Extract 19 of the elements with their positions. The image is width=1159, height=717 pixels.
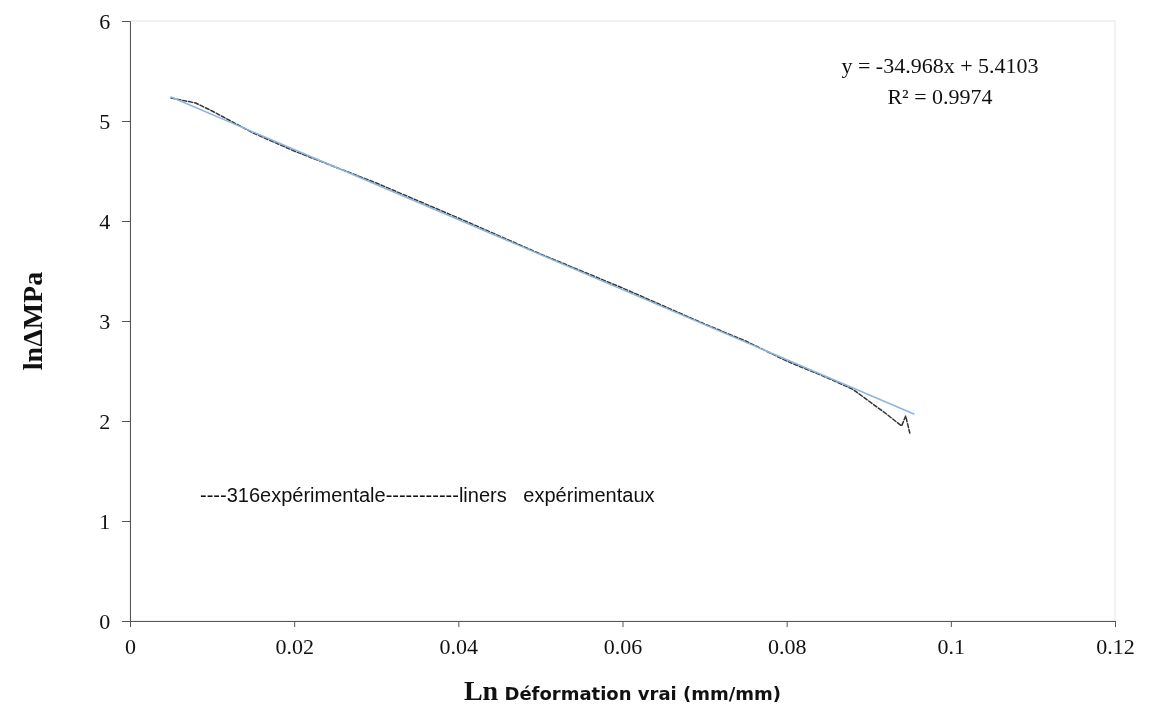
annotation: ----316expérimentale-----------liners expérimentaux (200, 484, 655, 506)
y-axis-title: lnΔMPa (17, 271, 48, 371)
y-tick-label: 3 (99, 308, 111, 334)
x-tick-label: 0.06 (603, 634, 643, 660)
x-axis-title: Ln Déformation vrai (mm/mm) (463, 675, 782, 706)
x-tick-label: 0.12 (1096, 634, 1135, 660)
x-tick-label: 0.1 (937, 634, 966, 660)
y-tick-label: 6 (99, 8, 111, 34)
y-tick-label: 0 (99, 608, 111, 634)
y-tick-label: 4 (99, 208, 111, 234)
annotation: R² = 0.9974 (887, 84, 993, 109)
annotation: y = -34.968x + 5.4103 (841, 53, 1039, 78)
x-tick-label: 0 (125, 634, 136, 660)
x-tick-label: 0.08 (767, 634, 807, 660)
x-tick-label: 0.04 (439, 634, 479, 660)
y-tick-label: 2 (99, 408, 111, 434)
x-tick-label: 0.02 (275, 634, 314, 660)
y-tick-label: 5 (99, 108, 111, 134)
y-tick-label: 1 (99, 508, 111, 534)
